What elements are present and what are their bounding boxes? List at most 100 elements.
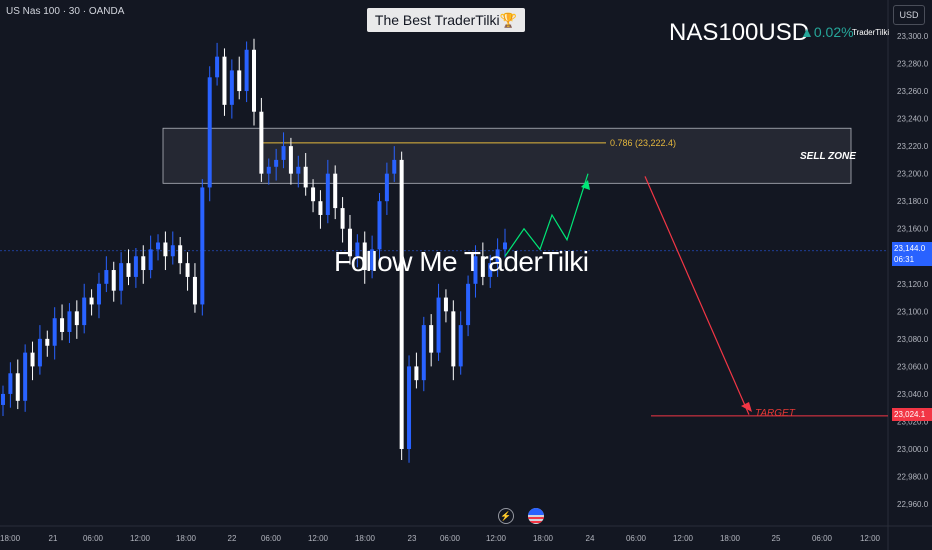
candle-body (185, 263, 190, 277)
x-tick-label: 06:00 (812, 534, 833, 543)
sell-zone-label: SELL ZONE (800, 151, 856, 162)
candle-body (89, 297, 94, 305)
candle-body (259, 111, 264, 174)
idea-title: The Best TraderTilki🏆 (367, 8, 525, 32)
candle-body (148, 249, 153, 271)
candle-body (311, 187, 316, 202)
candle-body (30, 352, 35, 367)
y-tick-label: 22,980.0 (897, 473, 929, 482)
candle-body (347, 228, 352, 257)
candle-body (37, 338, 42, 367)
candle-body (340, 208, 345, 229)
candle-body (178, 245, 183, 264)
candle-body (244, 49, 249, 92)
y-tick-label: 22,960.0 (897, 500, 929, 509)
candle-body (325, 173, 330, 215)
candle-body (252, 49, 256, 112)
candle-body (274, 159, 279, 167)
currency-button[interactable]: USD (893, 5, 925, 25)
candle-body (429, 325, 434, 353)
candle-body (296, 166, 301, 174)
candle-body (104, 270, 109, 284)
candle-body (495, 249, 500, 264)
candle-body (288, 146, 293, 174)
x-tick-label: 06:00 (626, 534, 647, 543)
fib-level-label: 0.786 (23,222.4) (610, 138, 677, 148)
y-tick-label: 23,180.0 (897, 197, 929, 206)
x-tick-label: 12:00 (860, 534, 881, 543)
projection-down-path (644, 176, 750, 415)
candle-body (443, 297, 448, 312)
x-tick-label: 18:00 (0, 534, 21, 543)
candle-body (333, 173, 338, 209)
x-tick-label: 24 (586, 534, 595, 543)
candle-body (370, 249, 375, 271)
y-tick-label: 23,280.0 (897, 60, 929, 69)
candle-body (170, 245, 175, 257)
candle-body (421, 325, 426, 381)
candle-body (503, 242, 507, 250)
x-tick-label: 06:00 (83, 534, 104, 543)
x-tick-label: 06:00 (440, 534, 461, 543)
x-tick-label: 12:00 (486, 534, 507, 543)
candle-body (355, 242, 360, 257)
y-tick-label: 23,240.0 (897, 115, 929, 124)
x-tick-label: 06:00 (261, 534, 282, 543)
candle-body (67, 311, 72, 332)
candle-body (303, 166, 308, 188)
candle-body (318, 201, 323, 215)
y-tick-label: 23,160.0 (897, 225, 929, 234)
candle-body (96, 283, 101, 305)
target-label: TARGET (755, 408, 795, 419)
candle-body (362, 242, 367, 271)
us-flag-icon[interactable] (528, 508, 544, 524)
candle-body (377, 201, 382, 250)
x-tick-label: 18:00 (533, 534, 554, 543)
countdown-value: 06:31 (894, 255, 915, 264)
target-price-value: 23,024.1 (894, 410, 926, 419)
y-tick-label: 23,200.0 (897, 170, 929, 179)
candle-body (133, 256, 138, 277)
candle-body (111, 270, 116, 291)
ticker-change: ▲0.02% (800, 24, 854, 40)
x-tick-label: 18:00 (176, 534, 197, 543)
y-tick-label: 23,300.0 (897, 32, 929, 41)
x-tick-label: 22 (228, 534, 237, 543)
candle-body (141, 256, 146, 271)
candle-body (1, 393, 5, 405)
y-tick-label: 23,220.0 (897, 142, 929, 151)
candle-body (436, 297, 441, 353)
candle-body (52, 318, 57, 346)
current-price-tag: 23,144.0 06:31 (892, 242, 932, 266)
watermark-text: Follow Me TraderTilki (334, 246, 589, 277)
y-tick-label: 23,060.0 (897, 362, 929, 371)
y-tick-label: 23,120.0 (897, 280, 929, 289)
candle-body (281, 146, 286, 160)
x-tick-label: 12:00 (130, 534, 151, 543)
candle-body (458, 325, 463, 367)
ticker-name: NAS100USD (669, 19, 810, 46)
projection-up-path (504, 173, 589, 257)
symbol-info[interactable]: US Nas 100 · 30 · OANDA (6, 6, 125, 17)
candle-body (229, 70, 234, 105)
x-tick-label: 18:00 (355, 534, 376, 543)
candle-body (8, 373, 13, 394)
candle-body (82, 297, 87, 326)
candle-body (126, 263, 131, 277)
candle-body (15, 373, 20, 401)
y-tick-label: 23,000.0 (897, 445, 929, 454)
projection-down-arrowhead (741, 402, 752, 412)
x-tick-label: 21 (49, 534, 58, 543)
candle-body (466, 283, 471, 326)
projection-up-arrowhead (581, 180, 590, 190)
lightning-icon[interactable]: ⚡ (498, 508, 514, 524)
x-tick-label: 12:00 (308, 534, 329, 543)
candle-body (119, 263, 124, 291)
candle-body (200, 187, 205, 305)
y-tick-label: 23,040.0 (897, 390, 929, 399)
candle-body (237, 70, 242, 92)
candle-body (407, 366, 412, 449)
candle-body (207, 77, 212, 188)
